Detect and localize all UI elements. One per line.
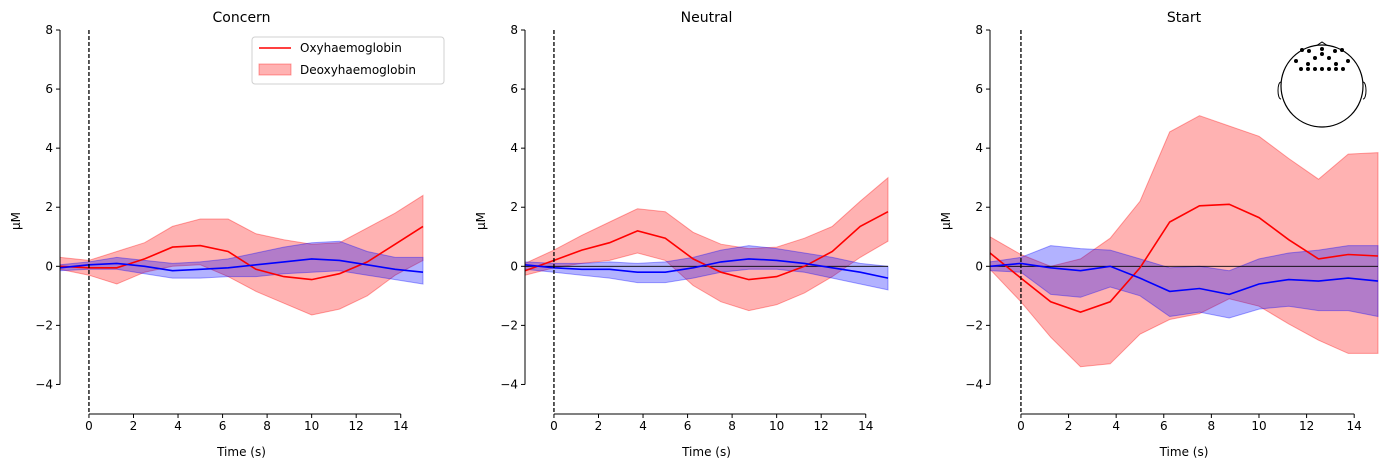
y-tick-label: −4: [500, 377, 518, 391]
head-sensor-inset: [1277, 41, 1367, 128]
y-tick-label: −2: [35, 318, 53, 332]
y-tick-label: 6: [975, 82, 983, 96]
x-tick-label: 4: [1112, 419, 1120, 433]
sensor-dot: [1340, 48, 1344, 52]
oxy-series-line: [989, 203, 1379, 313]
sensor-dot: [1334, 67, 1338, 71]
x-tick-label: 2: [130, 419, 138, 433]
legend-box: [251, 36, 445, 85]
head-outline: [1280, 44, 1364, 128]
x-axis-label: Time (s): [216, 445, 266, 459]
x-tick-label: 6: [219, 419, 227, 433]
sensor-dot: [1333, 49, 1337, 53]
y-axis-label: µM: [939, 212, 953, 230]
sensor-dot: [1294, 59, 1298, 63]
deoxy-confidence-band: [59, 240, 424, 285]
y-tick-label: −2: [500, 318, 518, 332]
sensor-dot: [1306, 67, 1310, 71]
x-tick-label: 8: [1208, 419, 1216, 433]
x-tick-label: 2: [1065, 419, 1073, 433]
y-tick-label: 8: [510, 23, 518, 37]
sensor-dot: [1313, 56, 1317, 60]
oxy-confidence-band: [989, 115, 1379, 368]
x-tick-label: 14: [393, 419, 408, 433]
chart-title: Concern: [213, 10, 271, 26]
sensor-dot: [1334, 62, 1338, 66]
x-tick-label: 10: [1251, 419, 1266, 433]
y-tick-label: −4: [965, 377, 983, 391]
sensor-dot: [1300, 48, 1304, 52]
y-tick-label: 2: [975, 200, 983, 214]
x-axis-label: Time (s): [1159, 445, 1209, 459]
sensor-dot: [1307, 49, 1311, 53]
y-axis-label: µM: [474, 212, 488, 230]
x-tick-label: 14: [858, 419, 873, 433]
sensor-dot: [1327, 56, 1331, 60]
x-tick-label: 6: [1160, 419, 1168, 433]
sensor-dot: [1306, 62, 1310, 66]
x-tick-label: 0: [550, 419, 558, 433]
y-tick-label: 6: [45, 82, 53, 96]
deoxy-series-line: [989, 262, 1379, 296]
chart-title: Neutral: [681, 10, 733, 26]
chart-title: Start: [1167, 10, 1202, 26]
deoxy-confidence-band: [989, 245, 1379, 319]
x-axis-label: Time (s): [681, 445, 731, 459]
y-tick-label: 0: [975, 259, 983, 273]
legend-label-deoxy: Deoxyhaemoglobin: [300, 63, 416, 77]
x-tick-label: 10: [769, 419, 784, 433]
x-tick-label: 8: [728, 419, 736, 433]
oxy-confidence-band: [524, 176, 889, 312]
x-tick-label: 4: [174, 419, 182, 433]
y-tick-label: 0: [510, 259, 518, 273]
right-ear-shape: [1362, 81, 1367, 100]
x-tick-label: 12: [814, 419, 829, 433]
y-tick-label: −4: [35, 377, 53, 391]
sensor-dot: [1320, 52, 1324, 56]
y-tick-label: 4: [45, 141, 53, 155]
y-tick-label: −2: [965, 318, 983, 332]
x-tick-label: 6: [684, 419, 692, 433]
y-tick-label: 8: [45, 23, 53, 37]
sensor-dot: [1327, 67, 1331, 71]
y-tick-label: 2: [45, 200, 53, 214]
chart-panel-start: 0 2 4 6 8 10 12 14 −4 −2 0 2 4 6 8 Start Time (s) µM: [939, 10, 1379, 459]
chart-panel-concern: 0 2 4 6 8 10 12 14 −4 −2 0 2 4 6 8 Concern Time (s) µM Oxy…: [9, 10, 445, 459]
x-tick-label: 0: [85, 419, 93, 433]
y-tick-label: 6: [510, 82, 518, 96]
y-tick-label: 4: [510, 141, 518, 155]
sensor-dot: [1346, 59, 1350, 63]
x-tick-label: 12: [349, 419, 364, 433]
deoxy-confidence-band: [524, 245, 889, 291]
y-tick-label: 8: [975, 23, 983, 37]
chart-panel-neutral: 0 2 4 6 8 10 12 14 −4 −2 0 2 4 6 8 Neutral Time (s) µM: [474, 10, 889, 459]
x-tick-label: 10: [304, 419, 319, 433]
x-tick-label: 0: [1017, 419, 1025, 433]
x-tick-label: 4: [639, 419, 647, 433]
legend-label-oxy: Oxyhaemoglobin: [300, 41, 402, 55]
x-tick-label: 2: [595, 419, 603, 433]
sensor-dot: [1320, 47, 1324, 51]
x-tick-label: 14: [1347, 419, 1362, 433]
x-tick-label: 12: [1299, 419, 1314, 433]
y-tick-label: 0: [45, 259, 53, 273]
legend: Oxyhaemoglobin Deoxyhaemoglobin: [251, 36, 445, 85]
y-axis-label: µM: [9, 212, 23, 230]
oxy-confidence-band: [59, 194, 424, 316]
legend-swatch-deoxy: [258, 63, 292, 76]
deoxy-series-line: [524, 258, 889, 279]
left-ear-shape: [1277, 81, 1282, 100]
sensor-dot: [1341, 67, 1345, 71]
sensor-dot: [1313, 67, 1317, 71]
y-tick-label: 2: [510, 200, 518, 214]
deoxy-series-line: [59, 258, 424, 273]
y-tick-label: 4: [975, 141, 983, 155]
sensor-dot: [1299, 67, 1303, 71]
sensor-dot: [1320, 67, 1324, 71]
x-tick-label: 8: [263, 419, 271, 433]
